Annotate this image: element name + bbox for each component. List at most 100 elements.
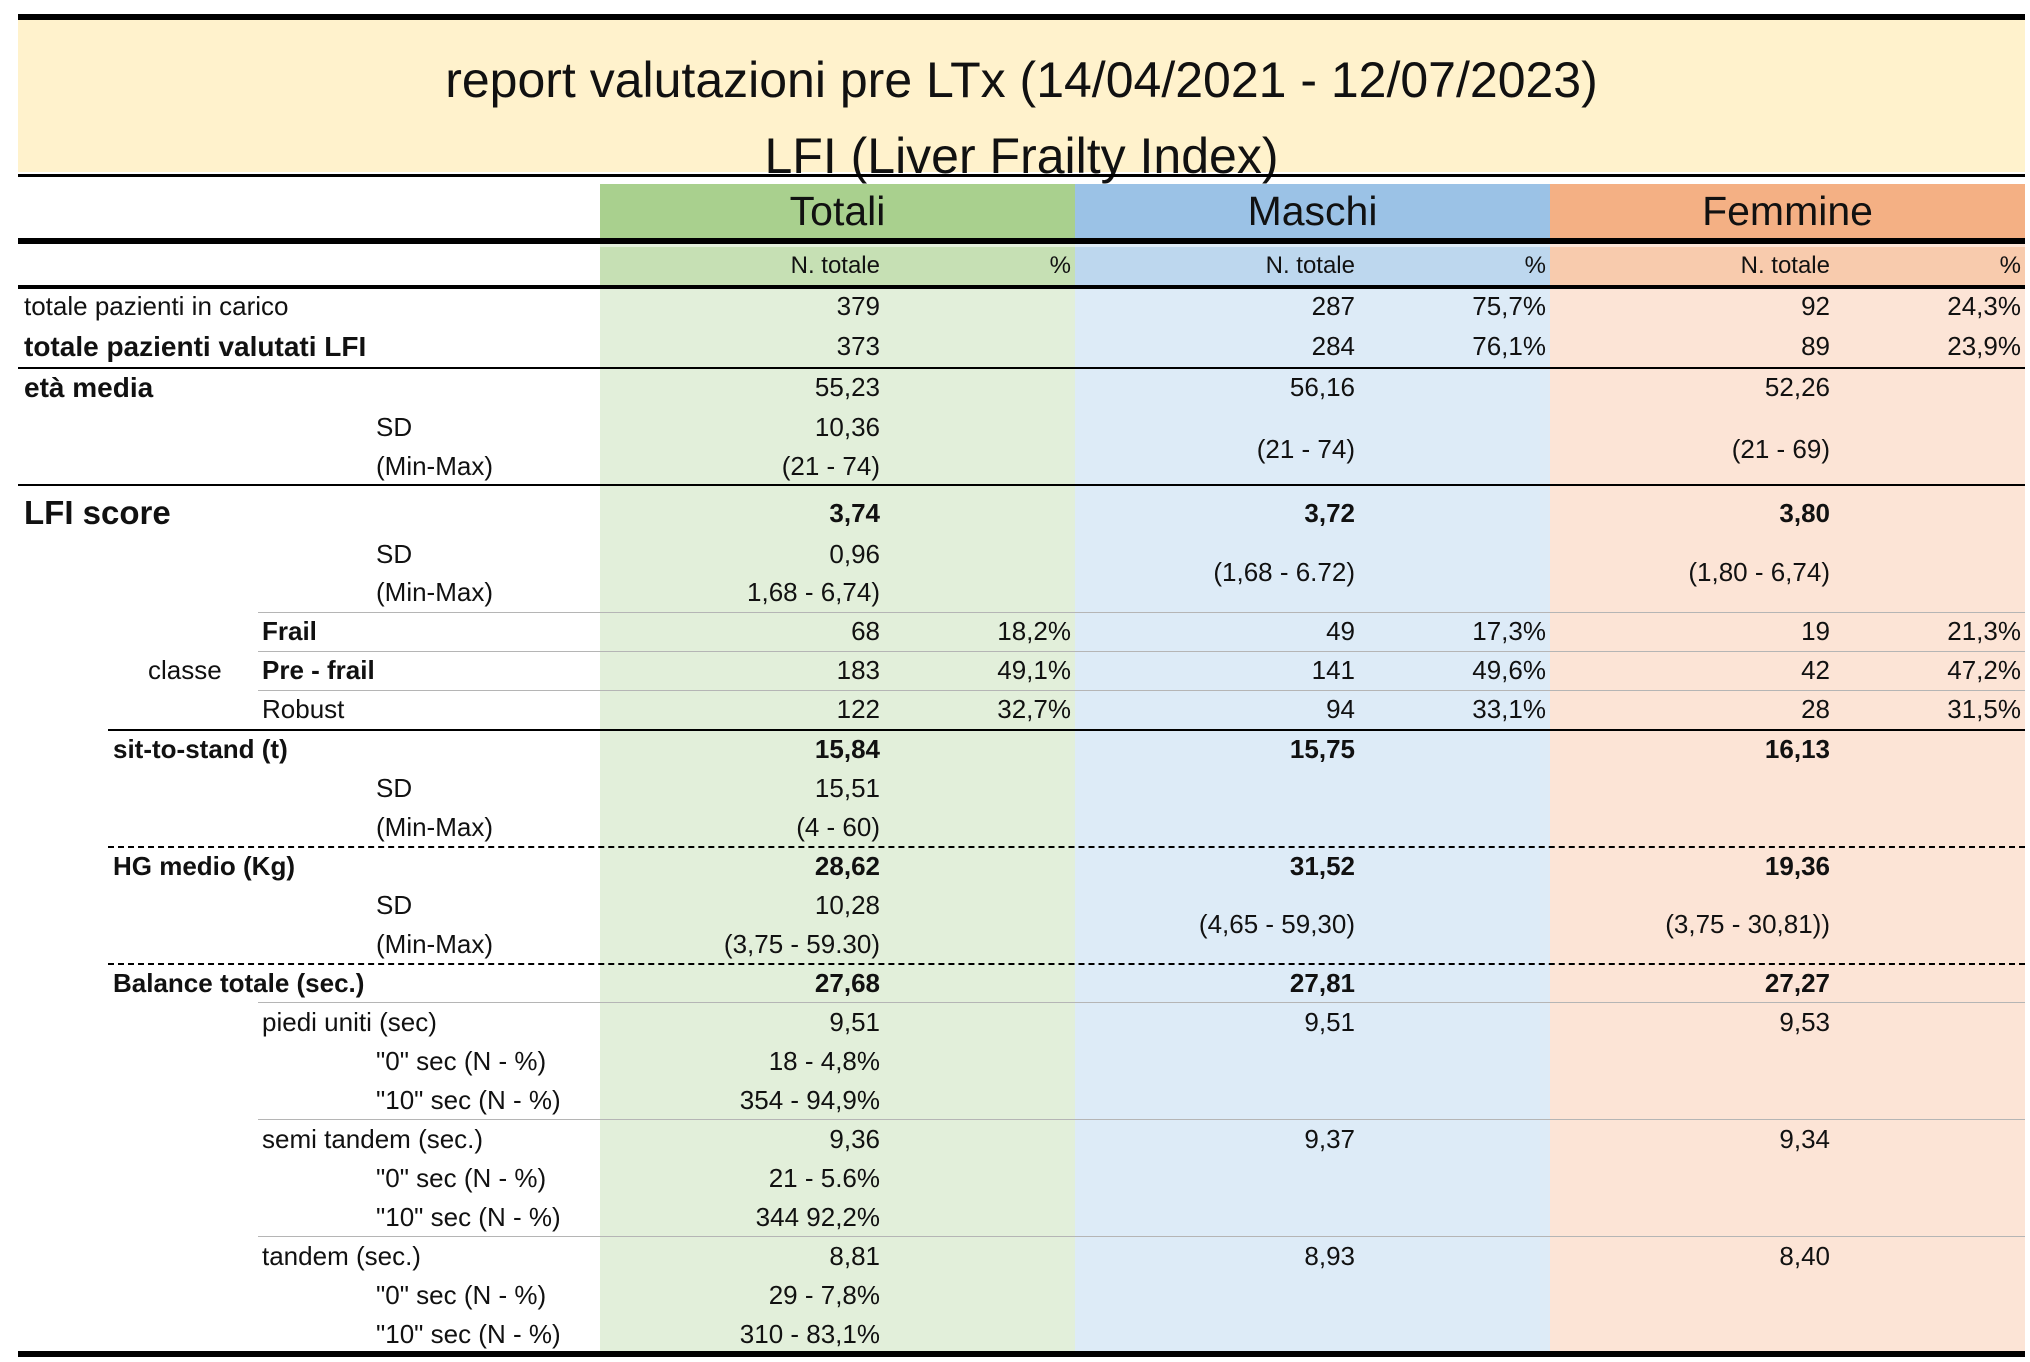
table-row: (Min-Max) (21 - 74): [0, 447, 2030, 486]
maschi-n-cell: 94: [1326, 694, 1355, 724]
femmine-value-cell: (3,75 - 30,81)): [1665, 909, 1830, 939]
row-divider: [258, 651, 2025, 652]
row-label: LFI score: [24, 494, 171, 531]
totali-value-cell: 9,51: [829, 1007, 880, 1037]
row-label: (Min-Max): [376, 451, 493, 481]
totali-value-cell: 15,84: [814, 734, 880, 764]
header-femmine: Femmine: [1550, 184, 2025, 238]
totali-value-cell: 344 92,2%: [755, 1202, 880, 1232]
totali-value-cell: 15,51: [814, 773, 880, 803]
row-label: semi tandem (sec.): [262, 1124, 484, 1154]
maschi-value-cell: 27,81: [1289, 968, 1355, 998]
row-label: sit-to-stand (t): [113, 734, 288, 764]
row-label: Pre - frail: [262, 655, 375, 685]
row-label: età media: [24, 372, 154, 403]
subheader-femmine: N. totale %: [1550, 247, 2025, 285]
femmine-value-cell: 16,13: [1764, 734, 1830, 764]
totali-value-cell: 21 - 5.6%: [768, 1163, 880, 1193]
section-divider-dashed: [108, 846, 2025, 848]
table-row: totale pazienti in carico 379 287 75,7% …: [0, 287, 2030, 326]
row-label: Balance totale (sec.): [113, 968, 365, 998]
femmine-pct-cell: 23,9%: [1947, 331, 2021, 361]
table-row: "0" sec (N - %) 18 - 4,8%: [0, 1042, 2030, 1081]
table-row: SD 10,36: [0, 408, 2030, 447]
maschi-value-cell: 9,51: [1304, 1007, 1355, 1037]
classe-label: classe: [148, 655, 222, 685]
table-row: SD 0,96: [0, 535, 2030, 574]
table-row: "0" sec (N - %) 21 - 5.6%: [0, 1159, 2030, 1198]
totali-n-cell: 373: [836, 331, 880, 361]
totali-value-cell: 10,36: [814, 412, 880, 442]
totali-n-cell: 183: [836, 655, 880, 685]
row-label: HG medio (Kg): [113, 851, 295, 881]
totali-value-cell: 0,96: [829, 539, 880, 569]
subheader-maschi: N. totale %: [1075, 247, 1550, 285]
table-row: "10" sec (N - %) 310 - 83,1%: [0, 1315, 2030, 1354]
femmine-value-cell: 52,26: [1764, 372, 1830, 402]
table-row: LFI score 3,74 3,72 3,80: [0, 491, 2030, 535]
totali-column-background: [600, 238, 1075, 1354]
top-border: [18, 14, 2025, 20]
femmine-value-cell: 27,27: [1764, 968, 1830, 998]
row-label: (Min-Max): [376, 929, 493, 959]
maschi-value-cell: (1,68 - 6.72): [1213, 557, 1355, 587]
subheader-n-totale: N. totale: [1265, 252, 1355, 279]
femmine-pct-cell: 21,3%: [1947, 616, 2021, 646]
totali-value-cell: 29 - 7,8%: [768, 1280, 880, 1310]
maschi-value-cell: 31,52: [1289, 851, 1355, 881]
row-label: tandem (sec.): [262, 1241, 421, 1271]
table-row: semi tandem (sec.) 9,36 9,37 9,34: [0, 1120, 2030, 1159]
femmine-value-cell: (21 - 69): [1731, 434, 1830, 464]
subheader-totali: N. totale %: [600, 247, 1075, 285]
totali-value-cell: 9,36: [829, 1124, 880, 1154]
section-divider: [18, 367, 2025, 369]
header-maschi: Maschi: [1075, 184, 1550, 238]
maschi-pct-cell: 33,1%: [1472, 694, 1546, 724]
totali-value-cell: (4 - 60): [796, 812, 880, 842]
table-row: totale pazienti valutati LFI 373 284 76,…: [0, 327, 2030, 366]
table-row: tandem (sec.) 8,81 8,93 8,40: [0, 1237, 2030, 1276]
totali-value-cell: 55,23: [814, 372, 880, 402]
row-label: "0" sec (N - %): [376, 1280, 547, 1310]
row-divider: [258, 690, 2025, 691]
totali-value-cell: 354 - 94,9%: [739, 1085, 880, 1115]
totali-value-cell: 1,68 - 6,74): [747, 577, 880, 607]
femmine-n-cell: 19: [1801, 616, 1830, 646]
report-subtitle: LFI (Liver Frailty Index): [764, 128, 1279, 184]
femmine-n-cell: 42: [1801, 655, 1830, 685]
maschi-pct-cell: 49,6%: [1472, 655, 1546, 685]
femmine-column-background: [1550, 238, 2025, 1354]
row-label: totale pazienti in carico: [24, 291, 289, 321]
femmine-n-cell: 92: [1801, 291, 1830, 321]
maschi-pct-cell: 75,7%: [1472, 291, 1546, 321]
maschi-pct-cell: 17,3%: [1472, 616, 1546, 646]
subheader-percent: %: [1999, 252, 2021, 279]
table-row: Balance totale (sec.) 27,68 27,81 27,27: [0, 964, 2030, 1003]
femmine-n-cell: 28: [1801, 694, 1830, 724]
table-row: Robust 122 32,7% 94 33,1% 28 31,5%: [0, 690, 2030, 729]
totali-value-cell: 10,28: [814, 890, 880, 920]
subheader-divider: [18, 285, 2025, 289]
femmine-pct-cell: 24,3%: [1947, 291, 2021, 321]
maschi-pct-cell: 76,1%: [1472, 331, 1546, 361]
subheader-percent: %: [1049, 252, 1071, 279]
table-row: "10" sec (N - %) 344 92,2%: [0, 1198, 2030, 1237]
totali-value-cell: 28,62: [814, 851, 880, 881]
report-title-band: report valutazioni pre LTx (14/04/2021 -…: [18, 20, 2025, 184]
table-row: piedi uniti (sec) 9,51 9,51 9,53: [0, 1003, 2030, 1042]
totali-n-cell: 379: [836, 291, 880, 321]
row-label: "0" sec (N - %): [376, 1163, 547, 1193]
row-label: SD: [376, 412, 413, 442]
row-divider: [258, 1119, 2025, 1120]
row-divider: [258, 1002, 2025, 1003]
row-label: "10" sec (N - %): [376, 1085, 561, 1115]
maschi-value-cell: 15,75: [1289, 734, 1355, 764]
section-divider-dashed: [108, 963, 2025, 965]
totali-pct-cell: 18,2%: [997, 616, 1071, 646]
maschi-value-cell: (4,65 - 59,30): [1198, 909, 1355, 939]
row-divider: [258, 612, 2025, 613]
bottom-border: [18, 1351, 2025, 1357]
maschi-value-cell: 9,37: [1304, 1124, 1355, 1154]
totali-value-cell: 27,68: [814, 968, 880, 998]
femmine-value-cell: 8,40: [1779, 1241, 1830, 1271]
